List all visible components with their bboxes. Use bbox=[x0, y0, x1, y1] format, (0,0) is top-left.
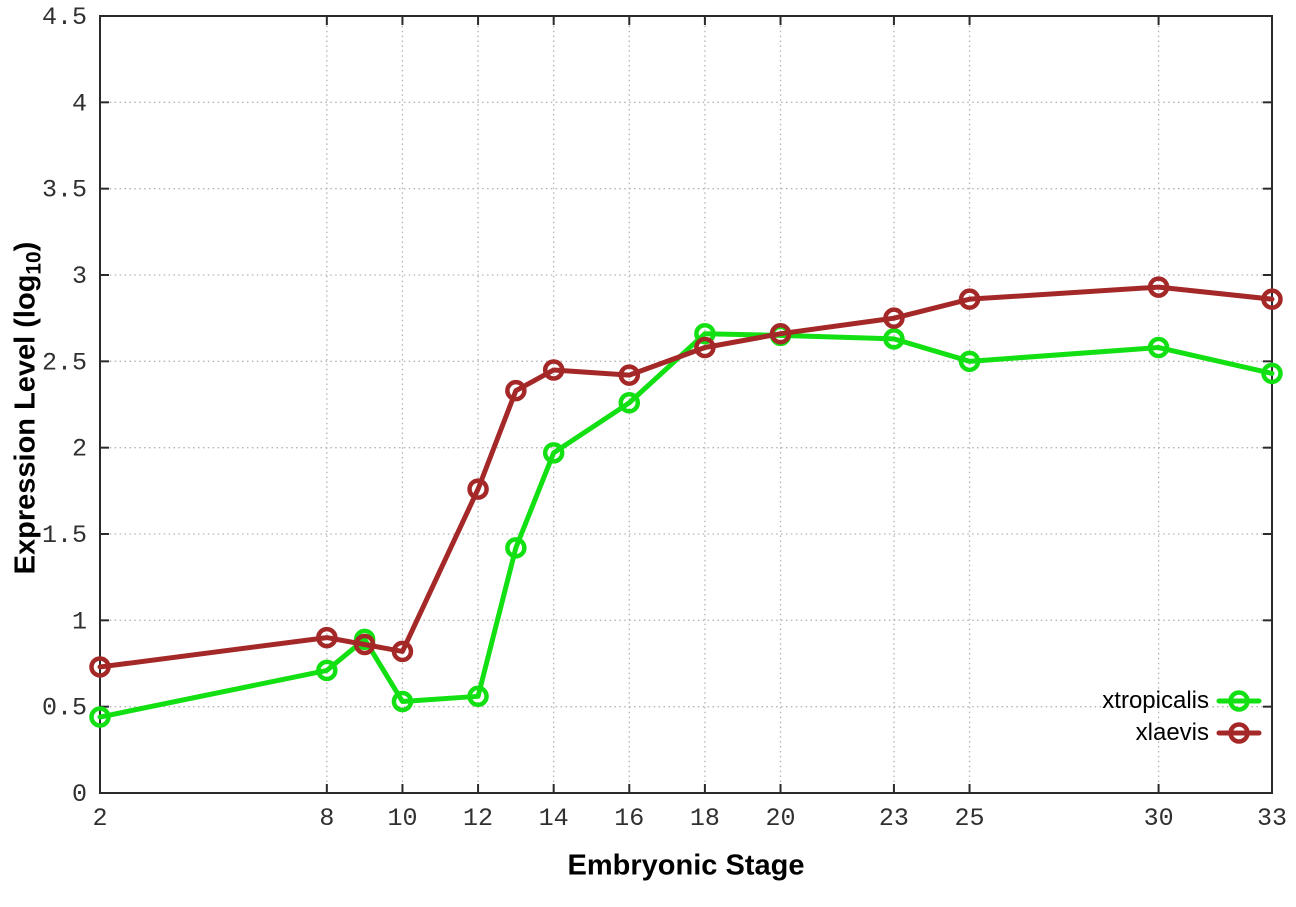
plot-border bbox=[99, 15, 1273, 794]
data-point-xlaevis bbox=[769, 322, 792, 345]
legend-marker-xlaevis-icon bbox=[1216, 722, 1262, 744]
legend-item-xtropicalis: xtropicalis bbox=[1090, 686, 1262, 716]
data-point-xtropicalis bbox=[542, 442, 565, 464]
data-point-xlaevis bbox=[505, 379, 527, 402]
data-point-xtropicalis bbox=[89, 706, 111, 728]
x-tick-label: 18 bbox=[690, 804, 720, 833]
y-tick-label: 2.5 bbox=[42, 348, 87, 377]
data-point-xtropicalis bbox=[883, 328, 905, 350]
data-point-xtropicalis bbox=[958, 350, 981, 373]
y-tick-label: 4.5 bbox=[42, 3, 87, 32]
y-tick-label: 0 bbox=[72, 780, 87, 809]
legend-item-xlaevis: xlaevis bbox=[1090, 718, 1262, 748]
x-tick-label: 10 bbox=[387, 804, 417, 833]
data-point-xlaevis bbox=[467, 478, 489, 500]
data-point-xtropicalis bbox=[1261, 362, 1283, 385]
data-point-xlaevis bbox=[391, 640, 414, 663]
y-tick-label: 1.5 bbox=[42, 521, 87, 550]
data-point-xlaevis bbox=[316, 626, 338, 649]
x-tick-label: 30 bbox=[1144, 804, 1174, 833]
legend-label-xlaevis: xlaevis bbox=[1135, 719, 1209, 746]
series-line-xtropicalis bbox=[97, 331, 1275, 720]
y-tick-label: 2 bbox=[72, 435, 87, 464]
data-point-xlaevis bbox=[89, 656, 111, 678]
legend-sample-marker bbox=[1228, 722, 1250, 744]
data-point-xtropicalis bbox=[316, 659, 338, 682]
x-tick-label: 14 bbox=[539, 804, 569, 833]
legend-sample-marker bbox=[1228, 690, 1250, 712]
x-tick-label: 33 bbox=[1257, 804, 1287, 833]
legend-marker-xtropicalis-icon bbox=[1216, 690, 1262, 712]
data-point-xlaevis bbox=[1261, 288, 1283, 310]
data-point-xtropicalis bbox=[694, 322, 716, 345]
y-tick-label: 3.5 bbox=[42, 176, 87, 205]
y-tick-label: 4 bbox=[72, 89, 87, 118]
data-point-xtropicalis bbox=[467, 685, 489, 708]
x-tick-label: 20 bbox=[766, 804, 796, 833]
data-point-xlaevis bbox=[694, 336, 716, 359]
x-axis-title: Embryonic Stage bbox=[567, 849, 805, 882]
data-point-xtropicalis bbox=[505, 537, 527, 559]
y-tick-label: 0.5 bbox=[42, 694, 87, 723]
data-point-xlaevis bbox=[958, 288, 981, 310]
x-tick-label: 8 bbox=[319, 804, 334, 833]
data-point-xtropicalis bbox=[391, 690, 414, 713]
data-point-xlaevis bbox=[618, 364, 641, 386]
y-tick-label: 3 bbox=[72, 262, 87, 291]
data-point-xtropicalis bbox=[618, 392, 641, 414]
x-tick-label: 16 bbox=[614, 804, 644, 833]
y-axis-title-suffix: ) bbox=[9, 241, 42, 252]
y-axis-title: Expression Level (log10) bbox=[9, 241, 46, 575]
legend-label-xtropicalis: xtropicalis bbox=[1102, 687, 1209, 714]
y-tick-label: 1 bbox=[72, 607, 87, 636]
y-axis-title-text: Expression Level (log bbox=[9, 274, 42, 575]
data-point-xlaevis bbox=[353, 633, 376, 656]
data-point-xlaevis bbox=[542, 359, 565, 381]
x-tick-label: 12 bbox=[463, 804, 493, 833]
y-axis-title-subscript: 10 bbox=[22, 251, 46, 275]
series-line-xlaevis bbox=[97, 284, 1275, 670]
legend: xtropicalis xlaevis bbox=[1090, 686, 1262, 748]
data-point-xlaevis bbox=[883, 307, 905, 329]
x-tick-label: 2 bbox=[92, 804, 107, 833]
x-tick-label: 23 bbox=[879, 804, 909, 833]
data-point-xlaevis bbox=[1147, 276, 1170, 298]
data-point-xtropicalis bbox=[1147, 336, 1170, 359]
x-tick-label: 25 bbox=[955, 804, 985, 833]
